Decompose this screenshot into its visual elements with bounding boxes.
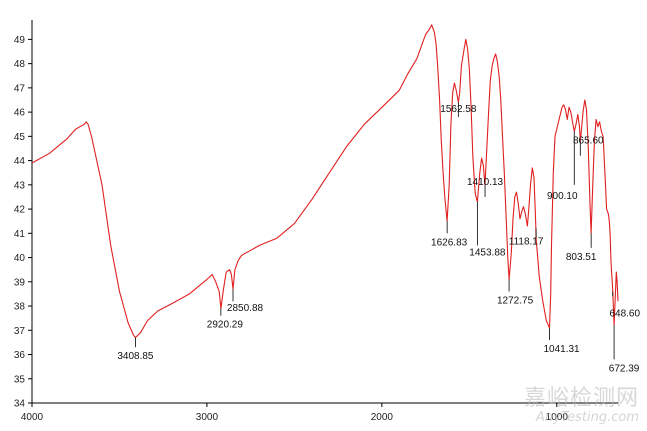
tick-labels: 34 35 36 37 38 39 40 41 42 43 44 45 46 47 48 49 4000 3000… — [14, 35, 568, 423]
y-tick-label: 44 — [14, 156, 26, 167]
watermark: 嘉峪检测网 AnyTesting.com — [524, 380, 639, 425]
y-tick-label: 49 — [14, 35, 26, 46]
y-tick-label: 36 — [14, 350, 26, 361]
y-tick-label: 34 — [14, 399, 26, 410]
peak-label: 1410.13 — [467, 177, 504, 188]
watermark-en: AnyTesting.com — [535, 410, 639, 425]
peak-label: 2920.29 — [207, 320, 244, 331]
spectrum-line-0 — [31, 24, 619, 339]
y-tick-label: 46 — [14, 108, 26, 119]
y-tick-label: 43 — [14, 180, 26, 191]
peak-label: 865.60 — [573, 136, 604, 147]
y-tick-label: 35 — [14, 374, 26, 385]
y-tick-label: 45 — [14, 132, 26, 143]
peak-label: 1562.58 — [440, 104, 477, 115]
axes — [28, 20, 618, 407]
y-tick-label: 38 — [14, 302, 26, 313]
peak-label: 3408.85 — [117, 351, 154, 362]
peak-label: 803.51 — [566, 252, 597, 263]
y-tick-label: 42 — [14, 205, 26, 216]
x-tick-label: 4000 — [21, 412, 44, 423]
y-tick-label: 47 — [14, 83, 26, 94]
y-tick-label: 40 — [14, 253, 26, 264]
peak-label: 1453.88 — [469, 247, 506, 258]
peak-label: 1272.75 — [497, 295, 534, 306]
peak-label: 672.39 — [609, 363, 640, 374]
peak-label: 1118.17 — [509, 236, 544, 247]
peak-label: 648.60 — [609, 308, 640, 319]
y-tick-label: 37 — [14, 326, 26, 337]
peak-label: 1626.83 — [431, 237, 468, 248]
x-tick-label: 2000 — [371, 412, 394, 423]
series-layer — [31, 24, 619, 339]
peak-annotations: 3408.85 2920.29 2850.88 1626.83 1562.58 1453.… — [117, 102, 640, 374]
watermark-cn: 嘉峪检测网 — [523, 386, 639, 411]
y-tick-label: 48 — [14, 59, 26, 70]
y-tick-label: 39 — [14, 277, 26, 288]
peak-label: 1041.31 — [543, 344, 580, 355]
x-tick-label: 3000 — [196, 412, 219, 423]
y-tick-label: 41 — [14, 229, 26, 240]
peak-label: 2850.88 — [227, 303, 264, 314]
peak-label: 900.10 — [547, 191, 578, 202]
x-tick-label: 1000 — [546, 412, 569, 423]
